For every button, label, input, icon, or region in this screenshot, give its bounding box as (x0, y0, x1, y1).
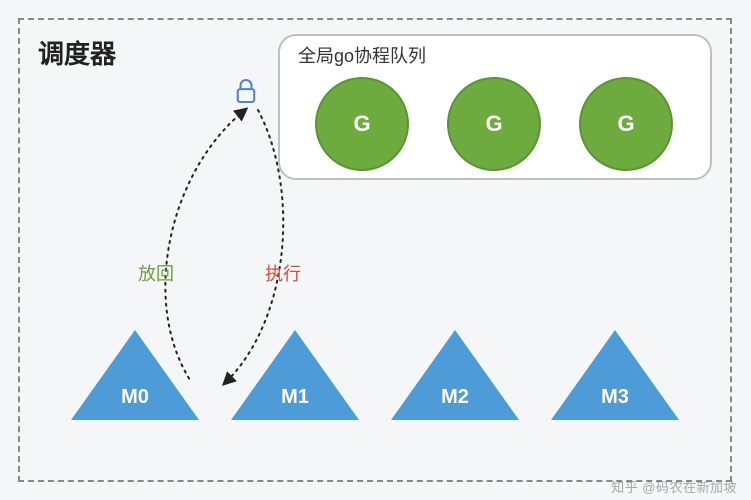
execute-label: 执行 (265, 260, 301, 286)
watermark: 知乎 @码农在新加坡 (611, 477, 737, 496)
put-back-label: 放回 (138, 260, 174, 286)
title: 调度器 (38, 34, 116, 71)
machine-label: M0 (105, 386, 165, 409)
machine-label: M2 (425, 386, 485, 409)
lock-icon (235, 78, 257, 104)
global-queue-title: 全局go协程队列 (298, 42, 426, 68)
goroutine-node: G (315, 77, 409, 171)
goroutine-node: G (447, 77, 541, 171)
machine-label: M1 (265, 386, 325, 409)
machine-label: M3 (585, 386, 645, 409)
goroutine-node: G (579, 77, 673, 171)
